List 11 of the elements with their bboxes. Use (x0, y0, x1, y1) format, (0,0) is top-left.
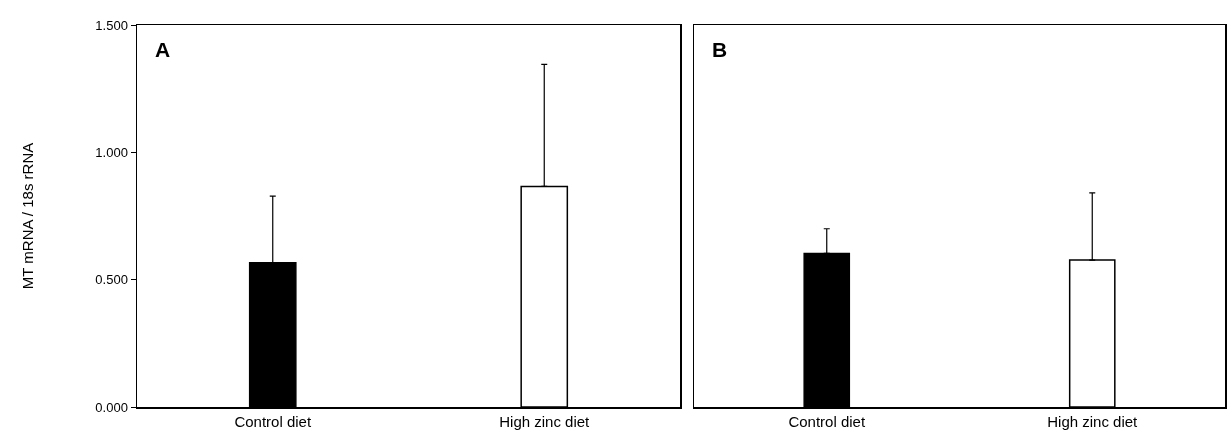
x-tick-label: Control diet (788, 412, 866, 430)
y-axis-title: MT mRNA / 18s rRNA (18, 142, 36, 290)
x-tick-label: High zinc diet (1047, 412, 1139, 430)
y-tick-label: 1.000 (95, 144, 128, 160)
y-tick-label: 0.500 (95, 272, 128, 288)
text: A (155, 38, 171, 61)
y-tick-label: 0.000 (95, 399, 128, 415)
text: B (712, 38, 728, 61)
y-tick-label: 1.500 (95, 17, 128, 33)
x-tick-label: High zinc diet (499, 412, 591, 430)
x-tick-label: Control diet (234, 412, 312, 430)
